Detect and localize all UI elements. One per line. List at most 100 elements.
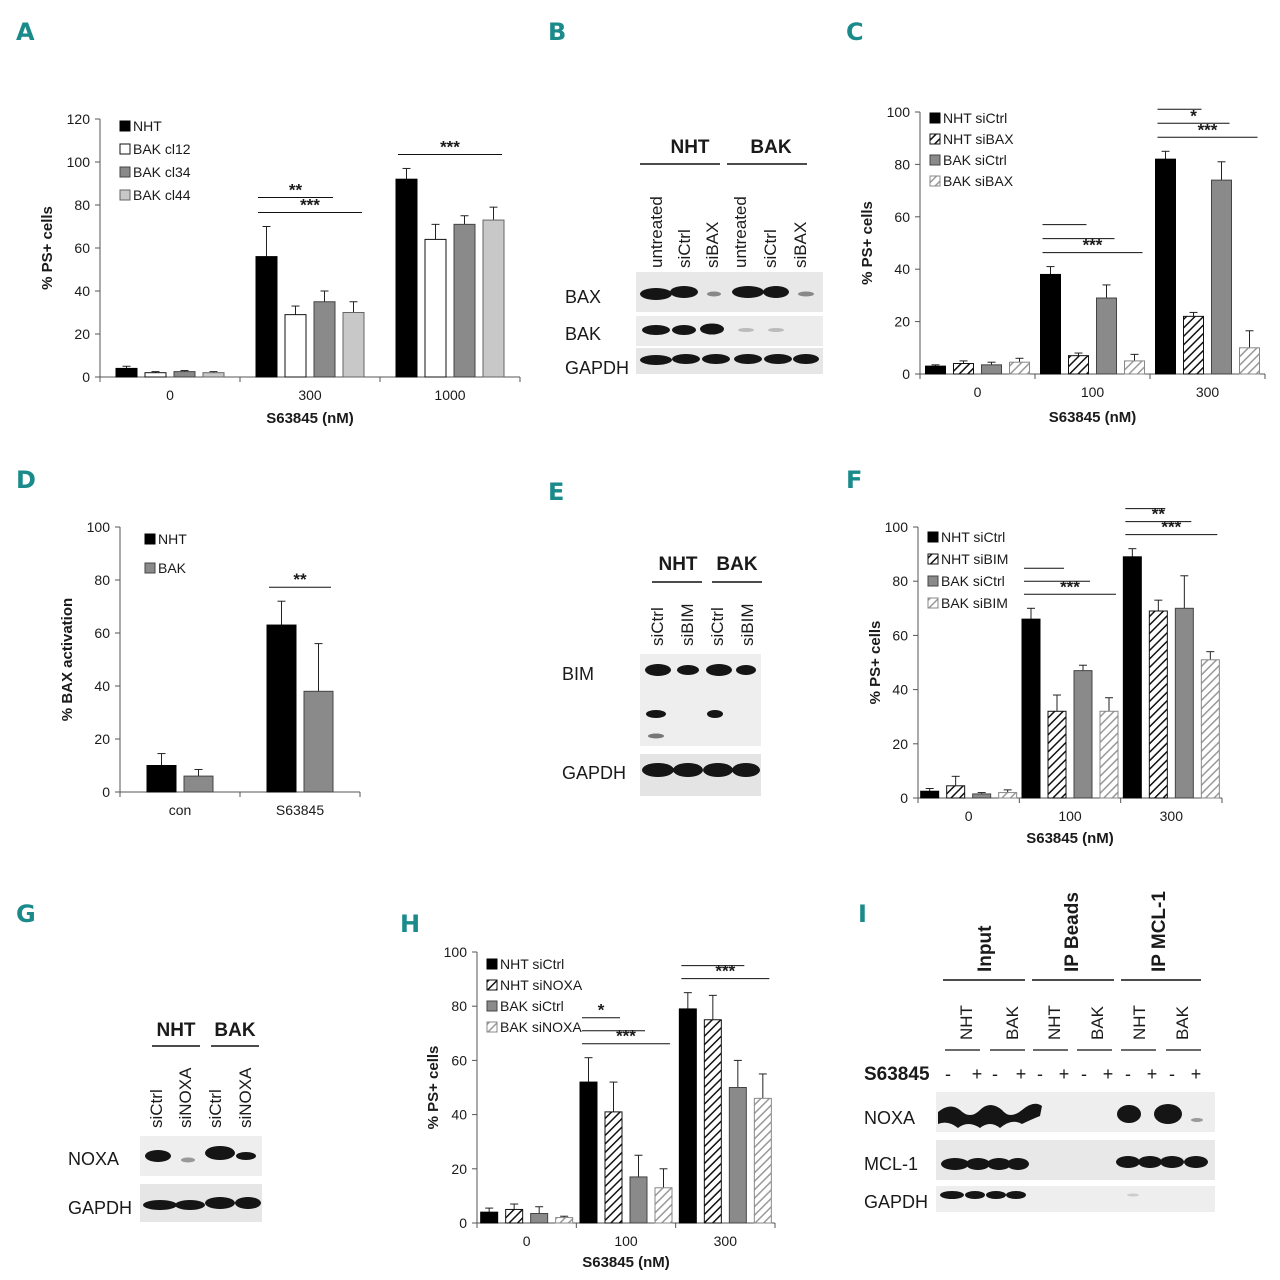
y-tick-label: 40 — [894, 261, 910, 277]
bar — [654, 1187, 673, 1224]
y-tick-label: 20 — [74, 326, 90, 342]
y-axis-label: % BAX activation — [59, 598, 76, 721]
legend-label: BAK siCtrl — [943, 152, 1007, 168]
bar — [1047, 710, 1067, 799]
x-tick-label: 300 — [1160, 808, 1184, 824]
x-tick-label: 0 — [965, 808, 973, 824]
bar — [1122, 556, 1142, 799]
blot-i-subgroup-label: NHT — [1045, 1005, 1064, 1040]
legend-swatch — [927, 575, 939, 587]
bar — [144, 372, 167, 378]
x-tick-label: 100 — [1058, 808, 1082, 824]
bar — [920, 790, 940, 799]
treatment-sign: - — [1125, 1064, 1131, 1084]
bar — [1099, 710, 1119, 799]
bar — [1148, 610, 1168, 799]
blot-g-row-label: GAPDH — [68, 1198, 132, 1218]
legend-label: NHT siCtrl — [500, 956, 564, 972]
legend-label: BAK cl12 — [133, 141, 191, 157]
significance-label: ** — [289, 181, 303, 200]
blot-g-lane-label: siCtrl — [147, 1089, 166, 1128]
legend-label: NHT siCtrl — [943, 110, 1007, 126]
legend-label: NHT — [158, 531, 187, 547]
y-tick-label: 80 — [94, 572, 110, 588]
blot-g-lane-label: siNOXA — [236, 1067, 255, 1128]
y-tick-label: 0 — [900, 790, 908, 806]
legend-swatch — [927, 597, 939, 609]
blot-e-group-nht: NHT — [658, 554, 697, 575]
treatment-sign: - — [945, 1064, 951, 1084]
blot-i-group-ip-mcl1: IP MCL-1 — [1149, 891, 1170, 972]
significance-label: *** — [1161, 518, 1181, 537]
y-tick-label: 0 — [102, 784, 110, 800]
significance-label: *** — [440, 137, 460, 156]
y-tick-label: 40 — [451, 1107, 467, 1123]
panel-letter-g: G — [16, 900, 36, 928]
significance-label: * — [1190, 106, 1197, 125]
blot-i-subgroup-label: BAK — [1003, 1005, 1022, 1040]
bar — [579, 1081, 598, 1224]
bar — [453, 223, 476, 378]
x-tick-label: S63845 — [276, 802, 324, 818]
y-tick-label: 120 — [67, 111, 91, 127]
significance-label: *** — [616, 1027, 636, 1046]
panel-letter-h: H — [400, 910, 421, 938]
blot-b-group-bak: BAK — [750, 137, 791, 158]
blot-g-lane-label: siCtrl — [206, 1089, 225, 1128]
bar — [998, 792, 1018, 799]
y-axis-label: % PS+ cells — [867, 621, 884, 705]
significance-label: ** — [1152, 505, 1166, 524]
treatment-sign: - — [1169, 1064, 1175, 1084]
legend-label: NHT siCtrl — [941, 529, 1005, 545]
panel-letter-e: E — [548, 478, 565, 506]
treatment-sign: + — [1191, 1064, 1202, 1084]
legend-swatch — [486, 979, 498, 991]
blot-b-row-label: GAPDH — [565, 358, 629, 378]
bar — [1174, 607, 1194, 799]
legend-swatch — [929, 133, 941, 145]
y-tick-label: 0 — [82, 369, 90, 385]
y-tick-label: 20 — [894, 314, 910, 330]
legend-swatch — [929, 154, 941, 166]
blot-i-row-label: NOXA — [864, 1108, 915, 1128]
bar — [981, 364, 1002, 375]
blot-i-subgroup-label: NHT — [957, 1005, 976, 1040]
bar — [303, 690, 334, 793]
y-tick-label: 40 — [892, 682, 908, 698]
legend-swatch — [927, 553, 939, 565]
legend-swatch — [119, 143, 131, 155]
bar — [604, 1111, 623, 1224]
x-tick-label: 0 — [974, 384, 982, 400]
blot-b-lane-label: siCtrl — [675, 229, 694, 268]
bar — [115, 367, 138, 378]
legend-swatch — [929, 112, 941, 124]
bar — [1096, 297, 1117, 375]
y-axis-label: % PS+ cells — [425, 1046, 442, 1130]
blot-e-row-label: BIM — [562, 664, 594, 684]
blot-b-lane-label: siBAX — [703, 222, 722, 268]
bar — [728, 1087, 747, 1224]
y-tick-label: 80 — [451, 998, 467, 1014]
bar — [255, 256, 278, 378]
x-tick-label: con — [169, 802, 192, 818]
y-tick-label: 0 — [902, 366, 910, 382]
blot-e-row-label: GAPDH — [562, 763, 626, 783]
bar — [972, 793, 992, 799]
bar — [1200, 659, 1220, 799]
y-tick-label: 80 — [892, 573, 908, 589]
bar — [173, 371, 196, 378]
bar — [266, 624, 297, 793]
bar — [1040, 273, 1061, 375]
bar — [424, 238, 447, 378]
panel-letter-d: D — [16, 466, 36, 494]
bar — [1124, 360, 1145, 375]
x-axis-label: S63845 (nM) — [582, 1254, 670, 1271]
legend-label: NHT siBAX — [943, 131, 1014, 147]
panel-letter-a: A — [16, 18, 35, 46]
legend-swatch — [486, 1000, 498, 1012]
bar — [925, 365, 946, 375]
